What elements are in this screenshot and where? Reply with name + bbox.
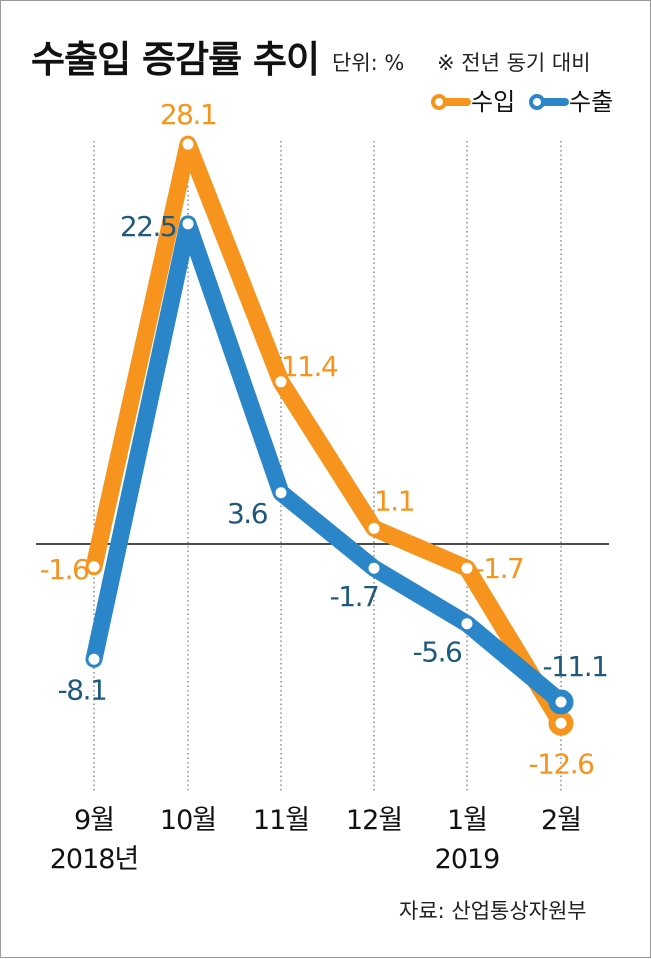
legend-label-import: 수입 [471,88,515,116]
data-label-export: -8.1 [58,673,107,706]
legend: 수입 수출 [431,88,613,116]
source-note: 자료: 산업통상자원부 [399,899,587,923]
legend-item-import: 수입 [431,88,515,116]
unit-label: 단위: % [332,51,404,75]
data-label-export: -5.6 [413,636,462,669]
point-export [368,562,380,574]
legend-label-export: 수출 [569,88,613,116]
point-import [548,710,574,736]
series-line-export [85,215,570,711]
point-export [461,618,473,630]
point-import [88,561,100,573]
data-label-import: 11.4 [281,350,338,383]
x-tick-label: 1월 [447,805,487,836]
point-import [368,522,380,534]
point-export [88,653,100,665]
legend-item-export: 수출 [529,88,613,116]
data-label-export: 3.6 [227,497,268,530]
data-label-export: -1.7 [330,580,379,613]
x-tick-label: 11월 [253,805,309,836]
x-tick-label: 10월 [160,805,216,836]
data-label-import: -1.6 [40,553,89,586]
data-label-import: 28.1 [160,98,216,131]
x-tick-label: 12월 [346,805,402,836]
point-import [275,376,287,388]
plot-area: -1.6 28.1 11.4 1.1 -1.7 -12.6 -8.1 22.5 3.6 -1.7 -… [36,98,609,875]
legend-marker-import [431,94,447,110]
data-label-import: -1.7 [475,552,524,585]
point-export [182,218,194,230]
point-export [548,689,574,715]
x-year-label: 2019 [435,844,500,875]
point-import [461,562,473,574]
x-year-label: 2018년 [50,844,139,875]
point-import [182,138,194,150]
comparison-note: ※ 전년 동기 대비 [437,51,591,75]
data-label-export: 22.5 [120,210,176,243]
series-line-import [85,135,570,732]
point-export [275,487,287,499]
x-tick-label: 2월 [541,805,581,836]
data-label-export: -11.1 [543,650,608,683]
x-tick-label: 9월 [74,805,114,836]
data-label-import: -12.6 [529,747,595,780]
chart-title: 수출입 증감률 추이 [31,38,319,81]
data-label-import: 1.1 [374,484,414,517]
legend-marker-export [529,94,545,110]
